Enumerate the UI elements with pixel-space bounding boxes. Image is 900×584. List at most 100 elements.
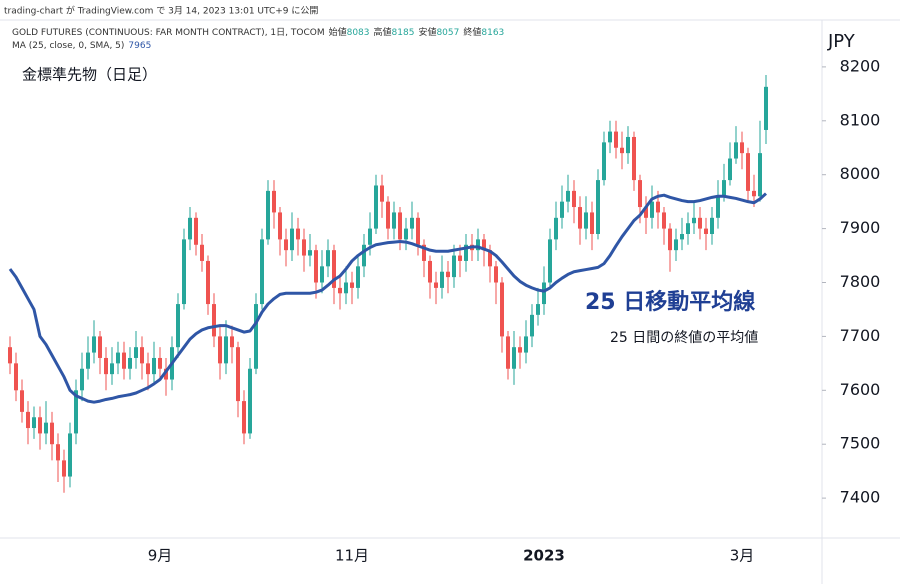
candle-body [548, 239, 552, 283]
ohlc-values: 始値8083 高値8185 安値8057 終値8163 [329, 26, 505, 38]
candle-body [692, 217, 696, 224]
candle-body [488, 250, 492, 267]
candle-body [362, 244, 366, 267]
candle-body [512, 347, 516, 369]
candle-body [566, 190, 570, 202]
candle-body [596, 180, 600, 234]
candle-body [476, 239, 480, 251]
y-tick-label: 8200 [840, 56, 881, 75]
candle-body [224, 336, 228, 364]
candle-body [158, 357, 162, 369]
candle-body [164, 368, 168, 380]
candle-body [188, 217, 192, 240]
candle-body [458, 255, 462, 261]
candle-body [608, 131, 612, 143]
y-tick-label: 7500 [840, 434, 881, 453]
moving-average-line [8, 192, 768, 404]
ohlc-value: 8163 [481, 28, 504, 38]
candle-body [464, 244, 468, 261]
candle-body [272, 190, 276, 213]
candle-body [500, 282, 504, 337]
candle-body [182, 239, 186, 305]
candle-body [38, 417, 42, 434]
candle-body [374, 185, 378, 229]
candle-body [176, 304, 180, 348]
candle-body [698, 217, 702, 229]
candle-body [68, 433, 72, 477]
candle-body [110, 363, 114, 375]
candle-body [194, 217, 198, 245]
candle-body [98, 336, 102, 358]
candle-body [710, 217, 714, 234]
y-tick-label: 7900 [840, 218, 881, 237]
candle-body [380, 185, 384, 202]
candle-body [620, 147, 624, 154]
candle-body [80, 368, 84, 391]
published-note: trading-chart が TradingView.com で 3月 14,… [4, 5, 318, 17]
candle-body [20, 390, 24, 412]
candle-body [218, 336, 222, 364]
candle-body [524, 336, 528, 353]
candle-body [32, 417, 36, 429]
candle-body [284, 239, 288, 251]
candle-body [518, 347, 522, 353]
ma-legend: MA (25, close, 0, SMA, 5) 7965 [12, 41, 151, 51]
candle-body [392, 212, 396, 229]
candle-body [266, 190, 270, 240]
candle-body [506, 336, 510, 369]
chart-title: 金標準先物（日足） [22, 66, 157, 84]
candle-body [56, 444, 60, 461]
ohlc-label: 終値 [463, 26, 481, 38]
candle-body [122, 352, 126, 369]
candle-body [758, 153, 762, 197]
candle-body [326, 250, 330, 267]
candle-body [278, 212, 282, 240]
candle-body [584, 212, 588, 229]
ma-value: 7965 [128, 41, 151, 51]
candle-body [206, 260, 210, 305]
candle-body [410, 217, 414, 229]
candle-body [728, 158, 732, 181]
candle-body [14, 363, 18, 391]
candle-body [662, 212, 666, 229]
candle-body [308, 250, 312, 256]
y-tick-label: 7400 [840, 488, 881, 507]
candle-body [86, 352, 90, 369]
candle-body [8, 347, 12, 364]
ohlc-label: 安値 [418, 26, 436, 38]
ohlc-value: 8083 [347, 28, 370, 38]
candle-body [644, 207, 648, 218]
candle-body [290, 228, 294, 251]
ohlc-value: 8185 [392, 28, 415, 38]
candle-body [494, 266, 498, 283]
candle-body [404, 228, 408, 240]
candle-body [260, 239, 264, 305]
candle-body [668, 228, 672, 251]
candle-body [740, 142, 744, 154]
candle-body [734, 142, 738, 159]
candle-body [716, 196, 720, 218]
candle-body [722, 180, 726, 197]
candle-body [368, 228, 372, 245]
candle-body [146, 363, 150, 375]
candle-body [104, 357, 108, 375]
candle-body [236, 347, 240, 402]
candle-body [440, 271, 444, 288]
candle-body [560, 201, 564, 218]
annotation-text: 25 日間の終値の平均値 [610, 330, 758, 346]
symbol-legend: GOLD FUTURES (CONTINUOUS: FAR MONTH CONT… [12, 26, 504, 38]
candle-body [704, 228, 708, 234]
candle-body [542, 282, 546, 305]
y-tick-label: 8000 [840, 164, 881, 183]
candle-body [638, 180, 642, 208]
candle-body [416, 217, 420, 245]
candle-body [656, 201, 660, 213]
candle-body [398, 212, 402, 240]
y-tick-label: 7700 [840, 326, 881, 345]
candle-body [62, 460, 66, 477]
ohlc-label: 始値 [329, 26, 347, 38]
candle-body [746, 153, 750, 191]
candle-body [602, 142, 606, 181]
